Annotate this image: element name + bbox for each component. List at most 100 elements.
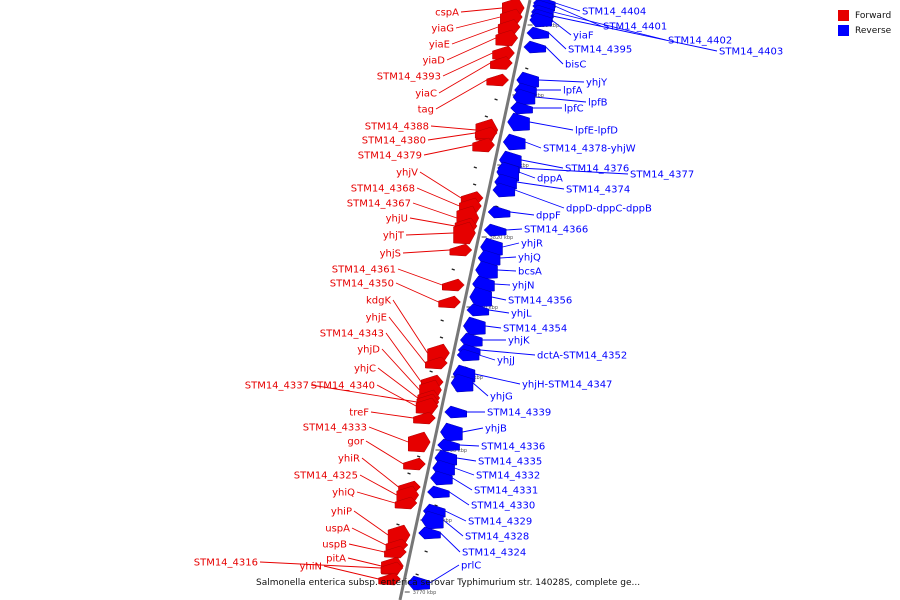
forward-gene-label[interactable]: STM14_4380	[362, 136, 426, 147]
forward-gene-arrow[interactable]	[474, 126, 498, 140]
forward-gene-label[interactable]: yiaC	[415, 89, 437, 100]
forward-gene-label[interactable]: STM14_4367	[347, 199, 411, 210]
forward-gene-arrow[interactable]	[403, 457, 426, 471]
reverse-gene-label[interactable]: yhjR	[521, 239, 543, 250]
reverse-gene-label[interactable]: yhjB	[485, 424, 507, 435]
reverse-gene-arrow[interactable]	[526, 26, 550, 40]
reverse-gene-label[interactable]: STM14_4330	[471, 501, 535, 512]
reverse-gene-label[interactable]: STM14_4377	[630, 170, 694, 181]
reverse-gene-label[interactable]: STM14_4404	[582, 7, 646, 18]
forward-gene-arrow[interactable]	[415, 397, 439, 415]
forward-gene-arrow[interactable]	[387, 524, 411, 546]
forward-gene-arrow[interactable]	[453, 221, 476, 245]
forward-gene-label[interactable]: cspA	[435, 8, 459, 19]
forward-gene-arrow[interactable]	[427, 343, 450, 363]
reverse-gene-label[interactable]: yhjH-STM14_4347	[522, 380, 612, 391]
reverse-gene-arrow[interactable]	[427, 485, 450, 499]
forward-gene-label[interactable]: uspB	[322, 540, 347, 551]
reverse-gene-label[interactable]: STM14_4366	[524, 225, 588, 236]
reverse-gene-arrow[interactable]	[407, 575, 430, 591]
forward-gene-label[interactable]: yiaE	[429, 40, 450, 51]
reverse-gene-arrow[interactable]	[444, 405, 467, 419]
reverse-gene-arrow[interactable]	[487, 205, 511, 219]
reverse-gene-label[interactable]: yhjK	[508, 336, 530, 347]
reverse-gene-label[interactable]: lpfC	[564, 104, 584, 115]
forward-gene-label[interactable]: STM14_4316	[194, 558, 258, 569]
forward-gene-label[interactable]: yhjV	[396, 168, 418, 179]
reverse-gene-label[interactable]: bisC	[565, 60, 586, 71]
forward-gene-label[interactable]: yhiN	[299, 562, 322, 573]
reverse-gene-label[interactable]: STM14_4339	[487, 408, 551, 419]
forward-gene-arrow[interactable]	[490, 56, 513, 70]
reverse-gene-label[interactable]: STM14_4336	[481, 442, 545, 453]
reverse-gene-label[interactable]: STM14_4354	[503, 324, 567, 335]
forward-gene-label[interactable]: STM14_4361	[332, 265, 396, 276]
forward-gene-label[interactable]: yhjT	[383, 231, 405, 242]
forward-gene-arrow[interactable]	[384, 545, 407, 559]
reverse-gene-label[interactable]: yhjJ	[497, 356, 515, 367]
reverse-gene-label[interactable]: lpfA	[563, 86, 583, 97]
forward-gene-label[interactable]: treF	[349, 408, 369, 419]
forward-gene-arrow[interactable]	[495, 29, 519, 47]
forward-gene-label[interactable]: STM14_4340	[311, 381, 375, 392]
reverse-gene-label[interactable]: lpfE-lpfD	[575, 126, 618, 137]
reverse-gene-arrow[interactable]	[463, 316, 486, 336]
forward-gene-label[interactable]: yhjE	[366, 313, 387, 324]
reverse-gene-arrow[interactable]	[456, 348, 480, 362]
reverse-gene-label[interactable]: STM14_4403	[719, 47, 783, 58]
reverse-gene-label[interactable]: STM14_4374	[566, 185, 630, 196]
forward-gene-label[interactable]: STM14_4379	[358, 151, 422, 162]
forward-gene-arrow[interactable]	[407, 431, 431, 453]
forward-gene-label[interactable]: yhjC	[354, 364, 376, 375]
reverse-gene-arrow[interactable]	[502, 133, 526, 151]
reverse-gene-arrow[interactable]	[430, 470, 453, 486]
forward-gene-label[interactable]: yhiQ	[332, 488, 355, 499]
forward-gene-label[interactable]: STM14_4393	[377, 72, 441, 83]
forward-gene-arrow[interactable]	[449, 243, 473, 257]
forward-gene-arrow[interactable]	[394, 496, 418, 510]
forward-gene-label[interactable]: STM14_4325	[294, 471, 358, 482]
forward-gene-label[interactable]: kdgK	[366, 296, 391, 307]
forward-gene-label[interactable]: STM14_4368	[351, 184, 415, 195]
reverse-gene-arrow[interactable]	[507, 112, 530, 132]
forward-gene-label[interactable]: STM14_4333	[303, 423, 367, 434]
reverse-gene-label[interactable]: lpfB	[588, 98, 608, 109]
forward-gene-arrow[interactable]	[438, 295, 461, 309]
reverse-gene-label[interactable]: STM14_4324	[462, 548, 526, 559]
forward-gene-arrow[interactable]	[380, 561, 404, 575]
reverse-gene-arrow[interactable]	[466, 303, 490, 317]
forward-gene-label[interactable]: STM14_4343	[320, 329, 384, 340]
forward-gene-label[interactable]: pitA	[326, 554, 346, 565]
reverse-gene-label[interactable]: STM14_4335	[478, 457, 542, 468]
forward-gene-label[interactable]: yiaD	[422, 56, 445, 67]
forward-gene-arrow[interactable]	[413, 411, 436, 425]
reverse-gene-arrow[interactable]	[418, 526, 441, 540]
forward-gene-arrow[interactable]	[442, 278, 465, 292]
reverse-gene-label[interactable]: STM14_4329	[468, 517, 532, 528]
reverse-gene-label[interactable]: STM14_4328	[465, 532, 529, 543]
forward-gene-label[interactable]: STM14_4350	[330, 279, 394, 290]
reverse-gene-label[interactable]: yhjY	[586, 78, 608, 89]
reverse-gene-arrow[interactable]	[440, 422, 463, 442]
reverse-gene-label[interactable]: STM14_4401	[603, 22, 667, 33]
reverse-gene-arrow[interactable]	[450, 373, 474, 393]
forward-gene-arrow[interactable]	[472, 137, 495, 153]
forward-gene-label[interactable]: uspA	[325, 524, 350, 535]
forward-gene-label[interactable]: yhjS	[380, 249, 401, 260]
reverse-gene-label[interactable]: STM14_4402	[668, 36, 732, 47]
forward-gene-label[interactable]: STM14_4388	[365, 122, 429, 133]
reverse-gene-label[interactable]: yiaF	[573, 31, 594, 42]
reverse-gene-label[interactable]: STM14_4332	[476, 471, 540, 482]
reverse-gene-label[interactable]: STM14_4378-yhjW	[543, 144, 636, 155]
forward-gene-arrow[interactable]	[486, 73, 510, 87]
reverse-gene-label[interactable]: bcsA	[518, 267, 542, 278]
reverse-gene-label[interactable]: dppA	[537, 174, 563, 185]
reverse-gene-arrow[interactable]	[523, 40, 547, 54]
forward-gene-label[interactable]: yhjD	[357, 345, 380, 356]
reverse-gene-label[interactable]: prlC	[461, 561, 481, 572]
reverse-gene-arrow[interactable]	[510, 101, 533, 115]
forward-gene-arrow[interactable]	[378, 572, 401, 586]
forward-gene-label[interactable]: yiaG	[431, 24, 454, 35]
reverse-gene-label[interactable]: yhjQ	[518, 253, 541, 264]
forward-gene-label[interactable]: STM14_4337	[245, 381, 309, 392]
